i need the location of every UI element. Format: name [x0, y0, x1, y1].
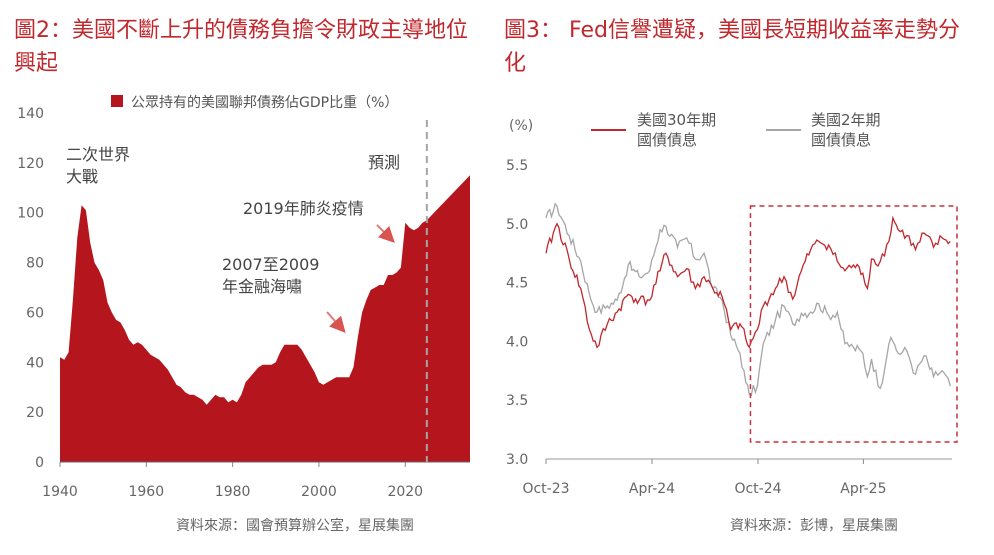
x-tick-label: 1960: [128, 484, 164, 500]
annotation-ww2: 二次世界大戰: [66, 145, 130, 186]
y-tick-label: 60: [26, 305, 44, 321]
x-tick-label: 1940: [42, 484, 78, 500]
x-tick-label: Apr-25: [840, 481, 886, 497]
highlight-box: [749, 205, 958, 443]
right-source-note: 資料來源：彭博，星展集團: [730, 518, 898, 534]
y-tick-label: 20: [26, 405, 44, 421]
y-tick-label: 40: [26, 355, 44, 371]
legend-swatch: [111, 95, 123, 107]
y-tick-label: 0: [35, 455, 44, 471]
x-tick-label: Oct-24: [734, 481, 781, 497]
y-tick-label: 140: [17, 106, 44, 122]
y-tick-label: 100: [17, 206, 44, 222]
x-tick-label: Oct-23: [522, 481, 569, 497]
y-tick-label: 3.5: [506, 393, 528, 409]
y-tick-label: 4.0: [506, 334, 528, 350]
legend-2y-label: 美國2年期國債債息: [811, 111, 881, 149]
covid-arrow: [376, 224, 395, 243]
x-tick-label: 2020: [387, 484, 423, 500]
y-tick-label: 4.5: [506, 276, 528, 292]
debt-area-series: [60, 175, 470, 463]
y-tick-label: 5.0: [506, 217, 528, 233]
left-chart-title: 圖2：美國不斷上升的債務負擔令財政主導地位興起: [14, 18, 468, 76]
series-30y-yield: [545, 215, 951, 349]
x-tick-label: 2000: [301, 484, 337, 500]
gfc-arrow: [326, 311, 346, 333]
annotation-covid: 2019年肺炎疫情: [243, 199, 364, 218]
y-tick-label: 80: [26, 256, 44, 272]
legend-30y-label: 美國30年期國債債息: [637, 111, 716, 149]
x-tick-label: Apr-24: [629, 481, 675, 497]
series-2y-yield: [545, 202, 951, 397]
y-axis-unit-label: (%): [509, 118, 533, 134]
y-tick-label: 3.0: [506, 452, 528, 468]
y-tick-label: 120: [17, 156, 44, 172]
left-source-note: 資料來源：國會預算辦公室，星展集團: [176, 518, 414, 534]
x-tick-label: 1980: [215, 484, 251, 500]
annotation-gfc: 2007至2009 年金融海嘯: [222, 255, 319, 296]
legend-label: 公眾持有的美國聯邦債務佔GDP比重（%）: [131, 95, 398, 111]
annotation-forecast: 預測: [368, 153, 400, 172]
y-tick-label: 5.5: [506, 158, 528, 174]
right-chart-title: 圖3： Fed信譽遭疑，美國長短期收益率走勢分化: [504, 18, 960, 76]
